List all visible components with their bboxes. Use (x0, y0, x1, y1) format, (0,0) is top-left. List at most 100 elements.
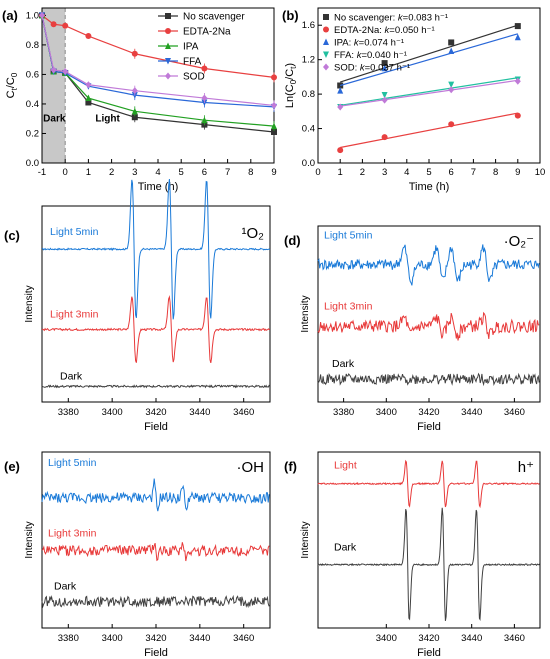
x-tick-label: 3440 (461, 407, 482, 418)
annotation-light: Light (95, 114, 120, 125)
data-point (85, 99, 92, 106)
panel-e: (e) 3380 3400 3420 3440 3460 Field Intensity Lig… (4, 451, 271, 659)
dark-region (42, 8, 66, 163)
x-tick-label: 0 (315, 167, 320, 178)
x-tick-label: 5 (179, 167, 184, 178)
trace-label: Light 3min (50, 308, 99, 320)
legend-label: IPA (183, 42, 199, 53)
legend-label: FFA (183, 57, 202, 68)
x-tick-label: 3460 (233, 407, 254, 418)
data-point (271, 129, 277, 135)
x-tick-label: 9 (271, 167, 276, 178)
x-tick-label: 1 (338, 167, 343, 178)
x-tick-label: 3 (382, 167, 387, 178)
trace-label: Dark (60, 370, 83, 382)
data-point (337, 103, 344, 111)
spectrum-line (317, 507, 540, 621)
data-point (271, 122, 277, 130)
x-tick-label: 3400 (376, 633, 397, 644)
trace-label: Light 5min (48, 457, 97, 469)
fit-line (340, 77, 518, 106)
species-label: ·O₂⁻ (504, 233, 534, 250)
legend-label: IPA: k=0.074 h⁻¹ (334, 38, 404, 49)
data-point (131, 114, 138, 121)
data-point (514, 23, 521, 30)
x-axis-title: Time (h) (409, 181, 450, 193)
y-tick-label: 1.6 (302, 20, 315, 31)
legend-label-part: FFA: (334, 50, 357, 61)
data-point (514, 77, 521, 85)
data-point (381, 91, 388, 99)
data-point (448, 86, 455, 94)
legend-label-part: SOD: (334, 63, 360, 74)
y-tick-label: 0.8 (26, 40, 39, 51)
x-tick-label: 4 (404, 167, 409, 178)
x-tick-label: 3440 (189, 633, 210, 644)
legend-label: EDTA-2Na: k=0.050 h⁻¹ (334, 25, 435, 36)
trace-label: Light 3min (324, 300, 373, 312)
y-tick-label: 0.6 (26, 69, 39, 80)
data-point (131, 50, 138, 57)
y-axis-title: Intensity (24, 285, 35, 322)
legend-marker (323, 26, 329, 33)
x-tick-label: 3400 (376, 407, 397, 418)
spectrum-line (41, 384, 271, 389)
legend-marker (323, 51, 329, 58)
trace-label: Light 3min (48, 528, 97, 540)
plot-frame (317, 225, 541, 403)
panel-label: (b) (282, 8, 299, 23)
data-point (381, 134, 388, 141)
legend-label: SOD (183, 72, 205, 83)
y-axis-title: Intensity (24, 521, 35, 558)
spectrum-line (41, 295, 270, 364)
legend-label-part: =0.040 h⁻¹ (361, 50, 406, 61)
spectrum-line (317, 459, 540, 509)
legend-label-part: No scavenger: (334, 13, 398, 24)
x-tick-label: 3380 (333, 407, 354, 418)
species-label: ¹O₂ (242, 225, 265, 242)
data-point (39, 11, 45, 19)
data-point (131, 107, 138, 115)
trace-label: Light 5min (50, 226, 99, 238)
panel-label: (a) (2, 8, 18, 23)
data-point (62, 67, 69, 75)
y-axis-title-part: 0 (289, 79, 298, 84)
species-label: h⁺ (518, 459, 534, 476)
legend-label-part: =0.083 h⁻¹ (403, 13, 448, 24)
x-tick-label: 2 (109, 167, 114, 178)
plot-frame (317, 451, 541, 629)
fit-line (340, 33, 518, 87)
trace-label: Dark (332, 358, 355, 370)
data-point (201, 94, 208, 102)
y-tick-label: 0.4 (26, 99, 39, 110)
y-axis-title-part: C (5, 90, 17, 98)
data-point (448, 81, 455, 89)
data-point (381, 96, 388, 104)
legend-label: EDTA-2Na (183, 27, 231, 38)
y-axis-title: Intensity (300, 295, 311, 332)
panel-d: (d) 3380 3400 3420 3440 3460 Field Intensity Lig… (284, 225, 541, 433)
species-label: ·OH (237, 459, 265, 476)
legend-marker (165, 72, 171, 80)
legend-marker (165, 42, 171, 49)
data-point (201, 116, 208, 124)
data-point (62, 22, 69, 29)
y-tick-label: 0.8 (302, 89, 315, 100)
y-tick-label: 1.2 (302, 55, 315, 66)
x-tick-label: 0 (63, 167, 68, 178)
data-point (448, 121, 455, 128)
x-tick-label: 3380 (58, 633, 79, 644)
panel-label: (f) (284, 459, 297, 474)
y-axis-title-part: ) (284, 63, 296, 67)
trace-label: Dark (334, 542, 357, 554)
annotation-dark: Dark (43, 114, 66, 125)
x-axis-title: Field (417, 647, 441, 659)
x-tick-label: 3440 (189, 407, 210, 418)
trace-label: Dark (54, 581, 77, 593)
y-axis-title-part: Ln(C (284, 84, 296, 108)
x-tick-label: 3 (132, 167, 137, 178)
x-tick-label: 3420 (418, 633, 439, 644)
trace-label: Light 5min (324, 230, 373, 242)
panel-label: (e) (4, 459, 20, 474)
x-tick-label: 3420 (145, 633, 166, 644)
